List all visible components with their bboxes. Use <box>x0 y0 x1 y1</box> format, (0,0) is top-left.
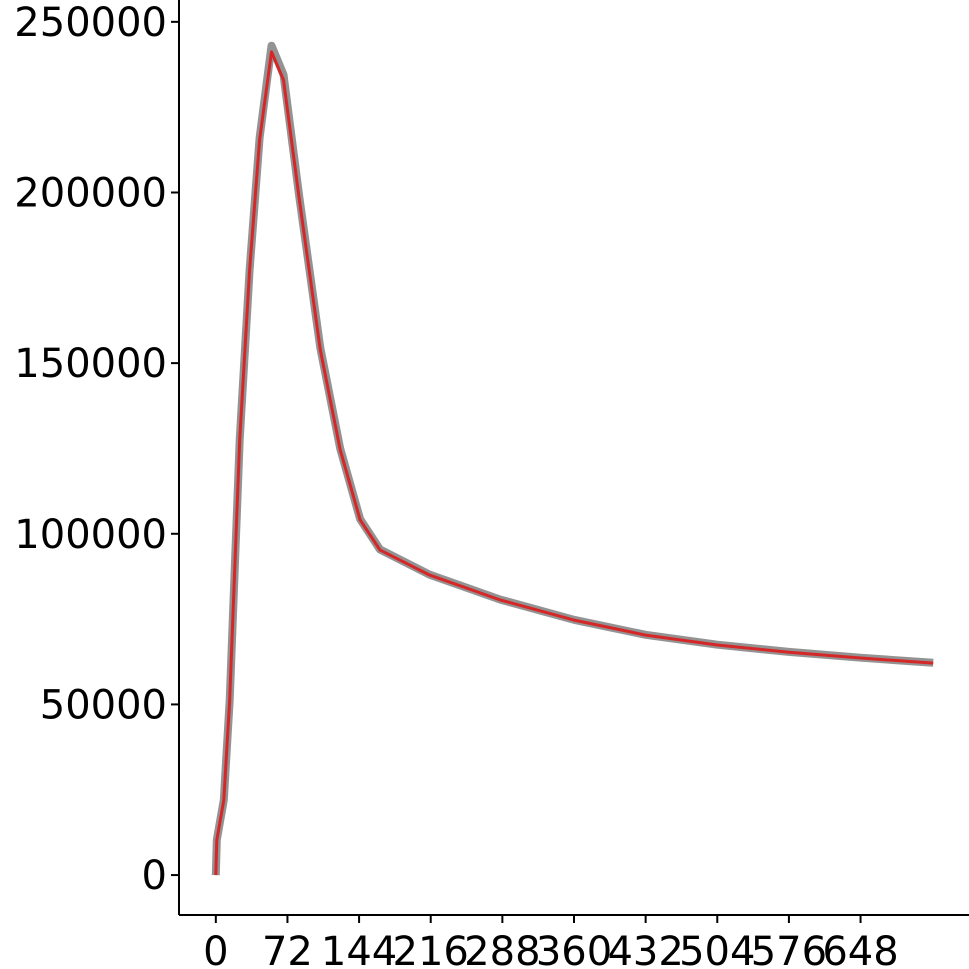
y-tick-label: 100000 <box>14 512 167 558</box>
y-tick-label: 200000 <box>14 170 167 216</box>
x-tick-label: 144 <box>321 929 397 969</box>
x-tick-label: 0 <box>203 929 228 969</box>
x-tick-label: 72 <box>262 929 313 969</box>
x-tick-label: 648 <box>822 929 898 969</box>
y-tick-label: 0 <box>142 853 167 899</box>
x-tick-label: 576 <box>751 929 827 969</box>
x-tick-label: 288 <box>464 929 540 969</box>
data-line <box>214 50 934 876</box>
y-tick-label: 150000 <box>14 341 167 387</box>
data-line <box>211 41 934 876</box>
y-tick-label: 50000 <box>40 682 167 728</box>
x-tick-label: 504 <box>679 929 755 969</box>
y-tick-label: 250000 <box>14 0 167 46</box>
x-tick-label: 216 <box>393 929 469 969</box>
x-tick-label: 360 <box>536 929 612 969</box>
x-tick-label: 432 <box>607 929 683 969</box>
